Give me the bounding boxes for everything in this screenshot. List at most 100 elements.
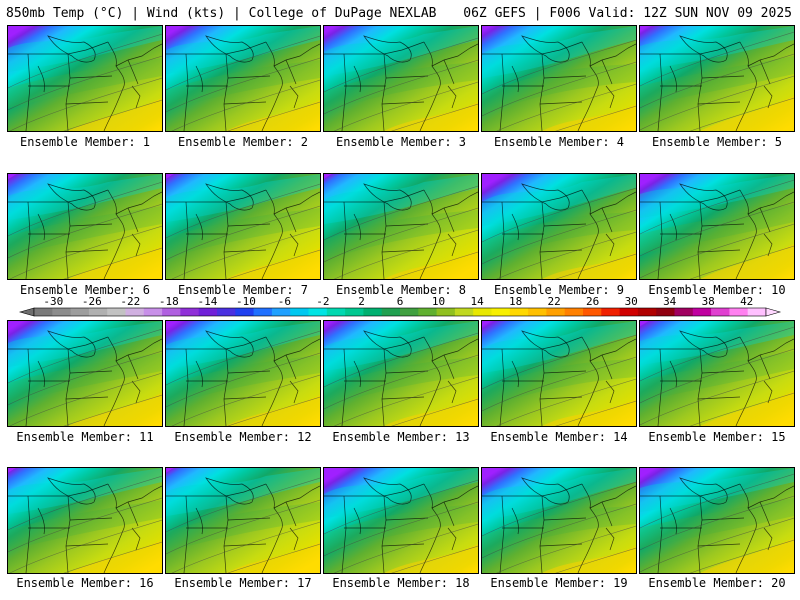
colorbar-tick-label: 34 bbox=[663, 296, 677, 308]
ensemble-member-label: Ensemble Member: 1 bbox=[19, 135, 151, 149]
colorbar-segment bbox=[436, 308, 456, 316]
colorbar-segment bbox=[400, 308, 419, 316]
colorbar-tick-label: -2 bbox=[316, 296, 329, 308]
ensemble-map-5 bbox=[639, 25, 795, 132]
ensemble-map-15 bbox=[639, 320, 795, 427]
ensemble-member-label: Ensemble Member: 10 bbox=[648, 283, 786, 297]
colorbar-segment bbox=[290, 308, 309, 316]
ensemble-map-17 bbox=[165, 467, 321, 574]
colorbar-segment bbox=[473, 308, 492, 316]
temperature-map-image bbox=[8, 26, 162, 131]
colorbar-tick-label: 10 bbox=[432, 296, 445, 308]
ensemble-member-label: Ensemble Member: 19 bbox=[490, 576, 628, 590]
colorbar-tick-label: -6 bbox=[278, 296, 291, 308]
ensemble-member-label: Ensemble Member: 7 bbox=[177, 283, 309, 297]
colorbar-segment bbox=[528, 308, 547, 316]
colorbar-segment bbox=[143, 308, 163, 316]
colorbar-segment bbox=[180, 308, 200, 316]
colorbar-tick-label: 18 bbox=[509, 296, 522, 308]
ensemble-map-14 bbox=[481, 320, 637, 427]
ensemble-map-1 bbox=[7, 25, 163, 132]
colorbar-segment bbox=[308, 308, 328, 316]
colorbar-segment bbox=[381, 308, 401, 316]
colorbar-segment bbox=[217, 308, 236, 316]
temperature-map-image bbox=[640, 468, 794, 573]
ensemble-member-label: Ensemble Member: 17 bbox=[174, 576, 312, 590]
temperature-map-image bbox=[324, 26, 478, 131]
ensemble-member-label: Ensemble Member: 12 bbox=[174, 430, 312, 444]
figure-title: 850mb Temp (°C) | Wind (kts) | College o… bbox=[6, 6, 437, 21]
temperature-map-image bbox=[8, 174, 162, 279]
ensemble-member-label: Ensemble Member: 15 bbox=[648, 430, 786, 444]
colorbar-graphic: -30 -26 -22 -18 -14 -10 -6 -2 2 6 10 14 18 22 26 30 34 38… bbox=[18, 296, 782, 317]
colorbar-tick-label: 30 bbox=[625, 296, 638, 308]
ensemble-map-18 bbox=[323, 467, 479, 574]
colorbar-tick-label: 22 bbox=[547, 296, 560, 308]
ensemble-map-16 bbox=[7, 467, 163, 574]
colorbar-segment bbox=[235, 308, 254, 316]
temperature-map-image bbox=[482, 174, 636, 279]
colorbar-tick-label: 26 bbox=[586, 296, 599, 308]
ensemble-member-label: Ensemble Member: 9 bbox=[493, 283, 625, 297]
ensemble-map-11 bbox=[7, 320, 163, 427]
colorbar-tick-label: 42 bbox=[740, 296, 753, 308]
temperature-map-image bbox=[482, 26, 636, 131]
colorbar-segment bbox=[52, 308, 71, 316]
temperature-map-image bbox=[8, 321, 162, 426]
ensemble-map-8 bbox=[323, 173, 479, 280]
colorbar-segment bbox=[418, 308, 437, 316]
colorbar-segment bbox=[674, 308, 694, 316]
ensemble-member-label: Ensemble Member: 2 bbox=[177, 135, 309, 149]
colorbar-segment bbox=[601, 308, 620, 316]
ensemble-member-label: Ensemble Member: 3 bbox=[335, 135, 467, 149]
colorbar-segment bbox=[125, 308, 145, 316]
ensemble-map-7 bbox=[165, 173, 321, 280]
temperature-map-image bbox=[324, 468, 478, 573]
ensemble-map-2 bbox=[165, 25, 321, 132]
run-valid-time: 06Z GEFS | F006 Valid: 12Z SUN NOV 09 20… bbox=[463, 6, 792, 21]
colorbar-tick-label: 14 bbox=[470, 296, 484, 308]
temperature-map-image bbox=[166, 26, 320, 131]
ensemble-map-13 bbox=[323, 320, 479, 427]
colorbar-left-arrow bbox=[18, 307, 35, 317]
colorbar-segment bbox=[729, 308, 749, 316]
colorbar-right-arrow bbox=[765, 307, 782, 317]
colorbar-tick-label: -18 bbox=[159, 296, 179, 308]
ensemble-map-12 bbox=[165, 320, 321, 427]
ensemble-member-label: Ensemble Member: 6 bbox=[19, 283, 151, 297]
temperature-map-image bbox=[166, 468, 320, 573]
colorbar-segment bbox=[656, 308, 675, 316]
ensemble-map-10 bbox=[639, 173, 795, 280]
temperature-map-image bbox=[482, 468, 636, 573]
colorbar-segment bbox=[509, 308, 529, 316]
temperature-map-image bbox=[640, 26, 794, 131]
ensemble-member-label: Ensemble Member: 18 bbox=[332, 576, 470, 590]
colorbar-segment bbox=[491, 308, 511, 316]
colorbar-tick-label: -10 bbox=[236, 296, 256, 308]
colorbar-segment bbox=[162, 308, 181, 316]
colorbar-segment bbox=[454, 308, 474, 316]
colorbar-segment bbox=[747, 308, 767, 316]
temperature-map-image bbox=[324, 174, 478, 279]
ensemble-map-6 bbox=[7, 173, 163, 280]
colorbar-segment bbox=[253, 308, 273, 316]
colorbar-tick-label: 2 bbox=[358, 296, 365, 308]
temperature-map-image bbox=[166, 321, 320, 426]
colorbar-segment bbox=[692, 308, 712, 316]
colorbar-tick-label: 6 bbox=[397, 296, 404, 308]
ensemble-map-3 bbox=[323, 25, 479, 132]
temperature-colorbar: -30 -26 -22 -18 -14 -10 -6 -2 2 6 10 14 18 22 26 30 34 38… bbox=[14, 296, 786, 318]
temperature-map-image bbox=[8, 468, 162, 573]
colorbar-tick-label: 38 bbox=[702, 296, 715, 308]
colorbar-segment bbox=[107, 308, 126, 316]
colorbar-segment bbox=[345, 308, 364, 316]
temperature-map-image bbox=[482, 321, 636, 426]
ensemble-member-label: Ensemble Member: 20 bbox=[648, 576, 786, 590]
colorbar-segment bbox=[271, 308, 291, 316]
ensemble-member-label: Ensemble Member: 11 bbox=[16, 430, 154, 444]
colorbar-tick-label: -22 bbox=[120, 296, 140, 308]
colorbar-segment bbox=[711, 308, 730, 316]
ensemble-member-label: Ensemble Member: 14 bbox=[490, 430, 628, 444]
ensemble-member-label: Ensemble Member: 8 bbox=[335, 283, 467, 297]
ensemble-map-19 bbox=[481, 467, 637, 574]
